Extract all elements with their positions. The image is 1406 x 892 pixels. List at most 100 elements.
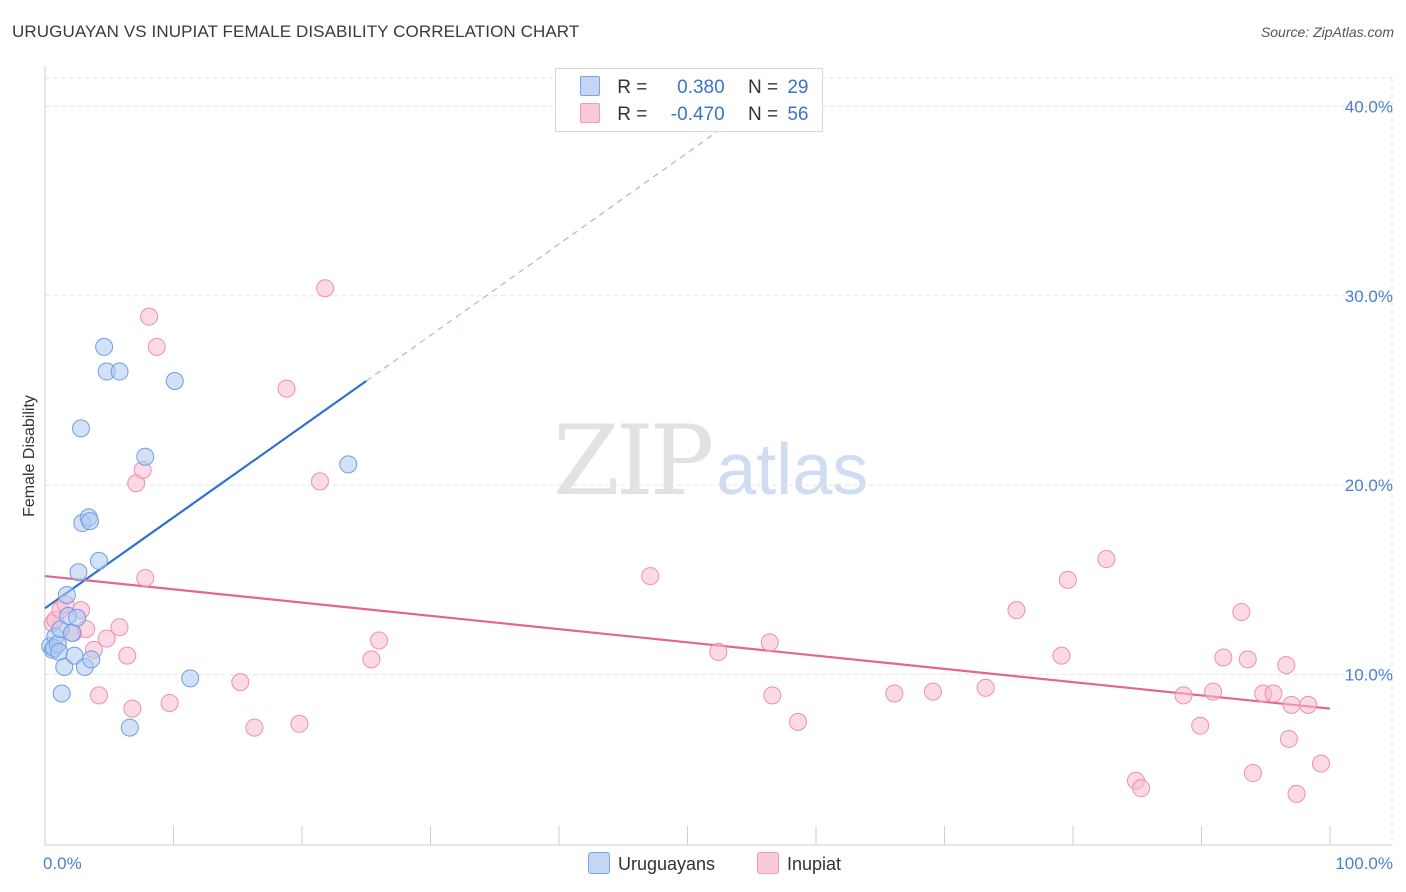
inupiat-point (1052, 646, 1071, 665)
legend-row-inupiat: R = -0.470 N = 56 (580, 103, 808, 125)
inupiat-point (885, 684, 904, 703)
inupiat-point (1132, 779, 1151, 798)
y-tick-label: 10.0% (1345, 666, 1393, 685)
axis-layer (44, 66, 1392, 846)
inupiat-point (1264, 684, 1283, 703)
uruguayan-point (57, 586, 76, 605)
chart-title: URUGUAYAN VS INUPIAT FEMALE DISABILITY C… (12, 22, 580, 41)
uruguayan-point (65, 646, 84, 665)
uruguayan-point (55, 657, 74, 676)
inupiat-point (245, 718, 264, 737)
inupiat-point (1312, 754, 1331, 773)
inupiat-point (1204, 682, 1223, 701)
inupiat-point (1232, 603, 1251, 622)
trend-layer (44, 124, 1331, 710)
uruguayan-point (136, 447, 155, 466)
inupiat-point (1279, 729, 1298, 748)
inupiat-point (1174, 686, 1193, 705)
uruguayan-point (80, 512, 99, 531)
legend-swatch-pink (580, 103, 600, 123)
legend-n-value: 56 (787, 104, 809, 125)
inupiat-point (1214, 648, 1233, 667)
inupiat-point (118, 646, 137, 665)
uruguayan-point (89, 551, 108, 570)
inupiat-point (1243, 764, 1262, 783)
uruguayan-point (165, 372, 184, 391)
uruguayan-point (50, 642, 69, 661)
watermark: ZIPatlas (553, 405, 868, 517)
inupiat-point (316, 279, 335, 298)
legend-n-label: N = (747, 104, 779, 125)
uruguayan-point (52, 684, 71, 703)
legend-r-label: R = (617, 104, 648, 125)
uruguayan-point (120, 718, 139, 737)
series-legend-uruguayans: Uruguayans (588, 852, 715, 875)
legend-row-uruguayans: R = 0.380 N = 29 (580, 76, 808, 98)
uruguayan-point (71, 419, 90, 438)
series-legend: Uruguayans Inupiat (0, 852, 1406, 878)
y-tick-label: 20.0% (1345, 476, 1393, 495)
legend-swatch-blue (580, 76, 600, 96)
inupiat-point (290, 714, 309, 733)
inupiat-point (110, 618, 129, 637)
uruguayan-point (62, 623, 81, 642)
uruguayan-point (95, 337, 114, 356)
watermark-zip: ZIP (553, 405, 714, 517)
inupiat-point (1238, 650, 1257, 669)
source-label: Source: ZipAtlas.com (1260, 24, 1394, 40)
inupiat-point (136, 568, 155, 587)
inupiat-point (923, 682, 942, 701)
uruguayan-point (181, 669, 200, 688)
inupiat-point (1299, 695, 1318, 714)
inupiat-point (160, 693, 179, 712)
legend-n-label: N = (747, 77, 779, 98)
x-tick-label-max: 100.0% (1335, 854, 1393, 873)
uruguayan-point (69, 563, 88, 582)
legend-r-label: R = (617, 77, 648, 98)
watermark-atlas: atlas (716, 430, 869, 510)
uruguayan-trend-line (44, 380, 367, 610)
inupiat-point (97, 629, 116, 648)
points-layer (41, 279, 1331, 803)
inupiat-point (140, 307, 159, 326)
inupiat-point (362, 650, 381, 669)
series-label-uruguayans: Uruguayans (618, 854, 716, 874)
legend-n-value: 29 (787, 77, 809, 98)
inupiat-point (641, 567, 660, 586)
series-legend-inupiat: Inupiat (757, 852, 841, 875)
y-tick-label: 30.0% (1345, 287, 1393, 306)
series-swatch-blue (588, 852, 610, 874)
inupiat-point (89, 686, 108, 705)
series-swatch-pink (757, 852, 779, 874)
y-axis-label: Female Disability (21, 395, 38, 517)
inupiat-point (1097, 550, 1116, 569)
correlation-legend: R = 0.380 N = 29 R = -0.470 N = 56 (555, 68, 823, 132)
inupiat-point (760, 633, 779, 652)
inupiat-point (763, 686, 782, 705)
series-label-inupiat: Inupiat (787, 854, 842, 874)
inupiat-point (231, 673, 250, 692)
inupiat-point (709, 642, 728, 661)
uruguayan-trend-extension (365, 124, 727, 382)
inupiat-point (310, 472, 329, 491)
inupiat-point (147, 337, 166, 356)
y-tick-label: 40.0% (1345, 97, 1393, 116)
inupiat-point (1277, 656, 1296, 675)
uruguayan-point (339, 455, 358, 474)
uruguayan-point (68, 608, 87, 627)
labels-layer: 10.0% 20.0% 30.0% 40.0% 0.0% 100.0% (43, 97, 1393, 873)
inupiat-point (123, 699, 142, 718)
inupiat-point (1282, 695, 1301, 714)
inupiat-point (1191, 716, 1210, 735)
inupiat-point (976, 678, 995, 697)
uruguayan-point (110, 362, 129, 381)
inupiat-point (1007, 601, 1026, 620)
inupiat-point (1058, 570, 1077, 589)
inupiat-point (1287, 784, 1306, 803)
x-tick-label-min: 0.0% (43, 854, 82, 873)
inupiat-point (277, 379, 296, 398)
inupiat-point (789, 712, 808, 731)
legend-r-value: -0.470 (670, 104, 725, 125)
legend-r-value: 0.380 (677, 77, 725, 98)
